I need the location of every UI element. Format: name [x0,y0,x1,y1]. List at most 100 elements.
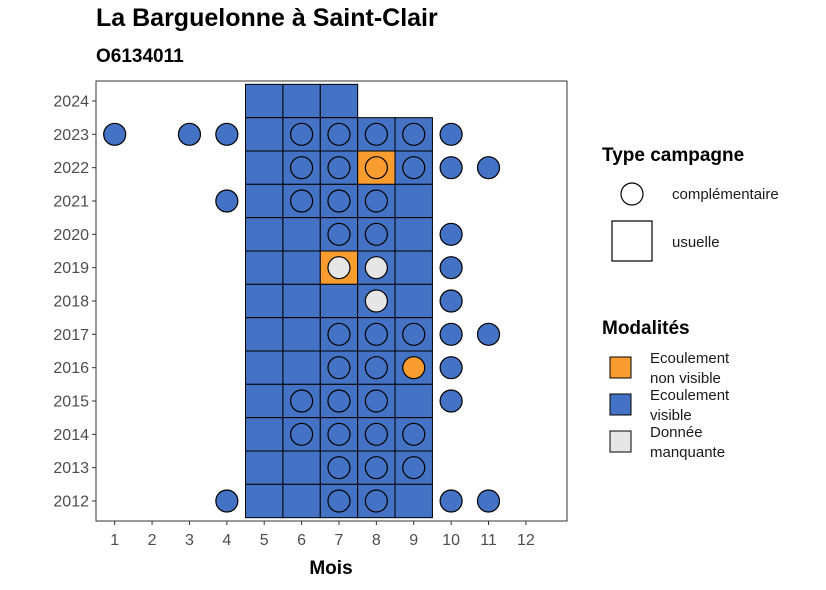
point-complementaire [402,322,426,346]
tile-usuelle [282,250,321,285]
y-tick-label: 2019 [53,260,89,277]
point-complementaire [402,456,426,480]
tile-usuelle [245,483,284,519]
x-tick-label: 2 [148,532,157,549]
point-complementaire [364,389,388,413]
tile-usuelle [245,283,284,319]
point-complementaire [439,222,463,246]
tile-usuelle [282,283,321,319]
point-complementaire [364,489,388,513]
legend-label-missing-line1: Donnée [650,424,703,441]
legend-usuelle-label: usuelle [672,234,720,251]
point-complementaire [289,422,314,446]
point-complementaire [103,122,127,146]
point-complementaire [327,356,351,380]
point-complementaire [364,422,388,446]
point-complementaire [327,222,351,246]
x-tick-label: 5 [260,532,269,549]
tile-usuelle [394,483,433,519]
point-complementaire [364,156,388,180]
x-tick-label: 9 [409,532,418,549]
point-complementaire [364,289,388,313]
point-complementaire [439,256,463,280]
tile-usuelle [245,383,284,419]
point-complementaire [402,422,426,446]
point-complementaire [289,189,314,213]
tile-usuelle [282,483,321,519]
legend-modalities-title: Modalités [602,318,690,339]
tile-usuelle [245,450,284,485]
y-tick-label: 2013 [53,460,89,477]
y-tick-label: 2018 [53,294,89,311]
point-complementaire [177,122,202,146]
legend-label-visible-line2: visible [650,407,692,424]
point-complementaire [439,156,463,180]
tile-usuelle [394,283,433,319]
legend-campaign-title: Type campagne [602,145,744,166]
legend-label-non-visible-line1: Ecoulement [650,350,730,367]
x-tick-label: 1 [110,532,119,549]
plot-area [95,80,568,522]
legend-complementaire-label: complémentaire [672,186,779,203]
tile-usuelle [245,117,284,152]
y-tick-label: 2012 [53,494,89,511]
x-tick-label: 12 [517,532,535,549]
point-complementaire [439,489,463,513]
tile-usuelle [394,217,433,252]
x-axis-title: Mois [309,558,352,579]
legend-swatch-missing [609,430,632,453]
point-complementaire [364,222,388,246]
tile-usuelle [245,250,284,285]
tile-usuelle [282,317,321,352]
point-complementaire [289,156,314,180]
legend-swatch-visible [609,393,632,416]
tile-usuelle [245,150,284,185]
tile-usuelle [394,250,433,285]
tile-usuelle [319,83,359,119]
point-complementaire [327,389,351,413]
axes: 2012 2013 2014 2015 2016 2017 2018 2019 2020 2021… [53,94,534,550]
y-tick-label: 2016 [53,360,89,377]
point-complementaire [327,422,351,446]
tile-usuelle [245,417,284,452]
point-complementaire [364,122,388,146]
x-tick-label: 10 [442,532,460,549]
legend-swatch-non-visible [609,356,632,379]
legend-circle-key [620,182,644,206]
chart-subtitle: O6134011 [96,46,184,67]
point-complementaire [402,356,426,380]
legend-label-missing-line2: manquante [650,444,725,461]
y-tick-label: 2024 [53,94,89,111]
x-tick-label: 11 [480,532,497,549]
point-complementaire [327,456,351,480]
x-tick-label: 4 [222,532,231,549]
point-complementaire [215,189,239,213]
point-complementaire [215,489,239,513]
point-complementaire [476,322,501,346]
legend-square-key [611,220,653,262]
point-complementaire [476,156,501,180]
point-complementaire [439,356,463,380]
tile-usuelle [282,83,321,119]
y-tick-label: 2021 [53,194,89,211]
point-complementaire [402,122,426,146]
point-complementaire [439,389,463,413]
point-complementaire [289,122,314,146]
point-complementaire [364,322,388,346]
point-complementaire [327,122,351,146]
point-complementaire [327,256,351,280]
x-tick-label: 7 [335,532,344,549]
legend-label-visible-line1: Ecoulement [650,387,730,404]
y-tick-label: 2020 [53,227,89,244]
tile-usuelle [245,217,284,252]
point-complementaire [439,289,463,313]
point-complementaire [327,322,351,346]
y-tick-label: 2017 [53,327,89,344]
y-tick-label: 2023 [53,127,89,144]
x-tick-label: 8 [372,532,381,549]
tile-usuelle [245,83,284,119]
point-complementaire [364,256,388,280]
x-tick-label: 6 [297,532,306,549]
point-complementaire [439,322,463,346]
point-complementaire [327,189,351,213]
